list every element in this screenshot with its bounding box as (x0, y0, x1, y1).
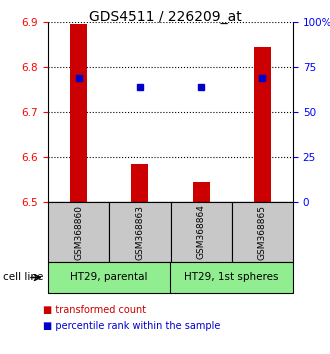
Bar (131, 164, 148, 202)
Bar (192, 182, 210, 202)
Text: ■ percentile rank within the sample: ■ percentile rank within the sample (43, 321, 220, 331)
Text: cell line: cell line (3, 273, 44, 282)
Text: GSM368865: GSM368865 (258, 205, 267, 259)
Text: GSM368863: GSM368863 (135, 205, 145, 259)
Text: GSM368860: GSM368860 (74, 205, 83, 259)
Text: GSM368864: GSM368864 (197, 205, 206, 259)
Text: ■ transformed count: ■ transformed count (43, 305, 146, 315)
Text: HT29, parental: HT29, parental (71, 273, 148, 282)
Text: GDS4511 / 226209_at: GDS4511 / 226209_at (89, 10, 241, 24)
Bar (254, 47, 271, 202)
Text: HT29, 1st spheres: HT29, 1st spheres (184, 273, 279, 282)
Bar (70, 24, 87, 202)
